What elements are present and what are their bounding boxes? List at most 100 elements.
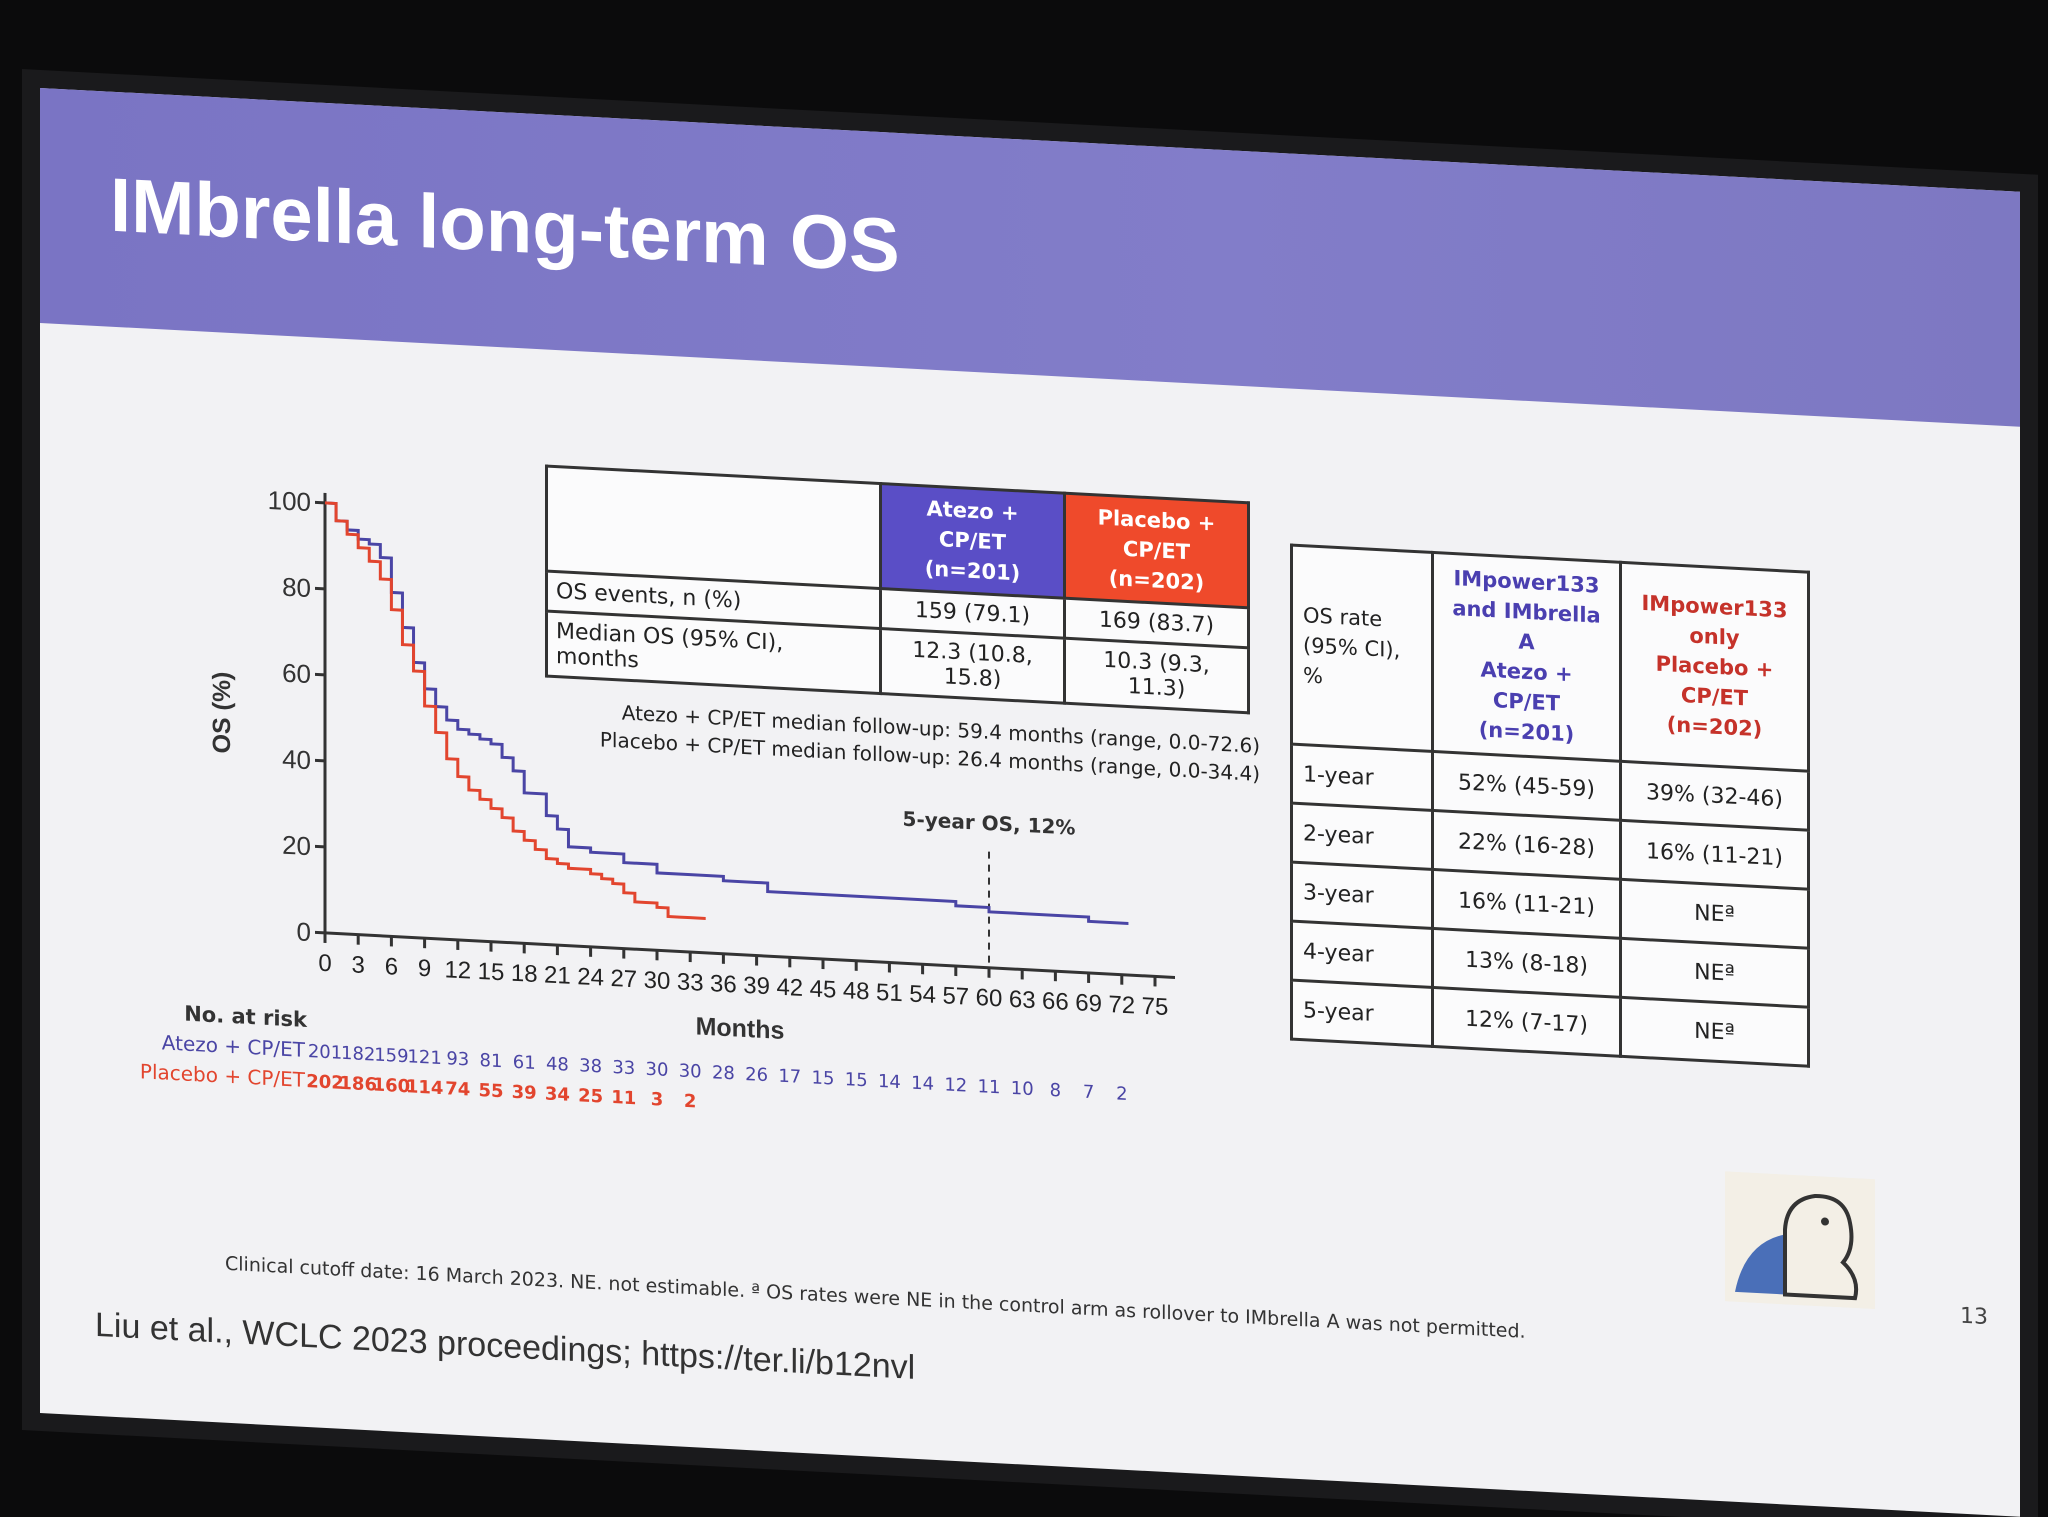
at-risk-placebo-label: Placebo + CP/ET: [140, 1059, 306, 1092]
x-tick-label: 30: [644, 967, 671, 995]
at-risk-atezo-value: 15: [812, 1067, 835, 1089]
cell-value: 16% (11-21): [1432, 869, 1621, 939]
row-label: 2-year: [1291, 803, 1433, 870]
at-risk-atezo-value: 33: [612, 1057, 635, 1079]
rate-header-atezo: IMpower133 and IMbrella A Atezo + CP/ET …: [1432, 552, 1621, 762]
y-tick-label: 100: [268, 485, 311, 517]
cell-value: 16% (11-21): [1620, 820, 1809, 890]
at-risk-atezo-value: 30: [646, 1059, 669, 1081]
y-tick-label: 80: [282, 572, 311, 603]
at-risk-placebo-value: 186: [339, 1073, 377, 1096]
x-tick-label: 54: [909, 981, 936, 1009]
at-risk-atezo-label: Atezo + CP/ET: [162, 1030, 306, 1062]
at-risk-placebo-value: 11: [611, 1087, 636, 1109]
at-risk-atezo-value: 7: [1083, 1082, 1094, 1104]
cell-value: 12.3 (10.8, 15.8): [880, 628, 1065, 704]
at-risk-placebo-value: 160: [373, 1074, 411, 1097]
title-band: IMbrella long-term OS: [40, 88, 2020, 427]
y-tick: [315, 500, 325, 505]
x-tick-label: 3: [352, 951, 365, 979]
at-risk-atezo-value: 93: [446, 1048, 469, 1070]
cell-value: NEª: [1620, 938, 1809, 1008]
summary-table: Atezo + CP/ET (n=201) Placebo + CP/ET (n…: [545, 464, 1250, 715]
at-risk-placebo-value: 2: [684, 1091, 697, 1113]
x-axis-title: Months: [696, 1012, 785, 1045]
at-risk-atezo-value: 11: [978, 1076, 1001, 1098]
y-tick: [315, 672, 325, 677]
x-tick-label: 42: [776, 974, 803, 1002]
at-risk-atezo-value: 30: [679, 1060, 702, 1082]
summary-header-placebo: Placebo + CP/ET (n=202): [1064, 493, 1249, 608]
y-tick-label: 40: [282, 744, 311, 775]
row-label: 4-year: [1291, 921, 1433, 988]
x-tick-label: 69: [1075, 989, 1102, 1017]
at-risk-atezo-value: 38: [579, 1055, 602, 1077]
row-label: 5-year: [1291, 980, 1433, 1047]
at-risk-atezo-value: 8: [1050, 1080, 1061, 1102]
x-tick-label: 21: [544, 961, 571, 989]
x-tick-label: 9: [418, 955, 431, 983]
y-tick: [315, 930, 325, 935]
x-tick-label: 45: [810, 975, 837, 1003]
summary-header-atezo: Atezo + CP/ET (n=201): [880, 483, 1065, 599]
at-risk-placebo-value: 74: [445, 1078, 470, 1100]
at-risk-atezo-value: 2: [1116, 1083, 1127, 1105]
x-tick-label: 60: [976, 984, 1003, 1012]
at-risk-placebo-value: 34: [545, 1083, 570, 1105]
rate-header-label: OS rate (95% CI), %: [1291, 545, 1433, 752]
x-tick-label: 36: [710, 970, 737, 998]
at-risk-atezo-value: 14: [911, 1073, 934, 1095]
cell-value: 10.3 (9.3, 11.3): [1064, 638, 1249, 713]
y-tick: [315, 758, 325, 763]
y-axis-title: OS (%): [208, 671, 236, 754]
y-tick-label: 60: [282, 658, 311, 689]
atezo-curve: [325, 501, 1129, 925]
at-risk-title: No. at risk: [184, 1001, 308, 1032]
y-tick: [315, 586, 325, 591]
x-tick-label: 12: [444, 956, 471, 984]
cell-value: 39% (32-46): [1620, 761, 1809, 831]
at-risk-atezo-value: 28: [712, 1062, 735, 1084]
at-risk-placebo-value: 25: [578, 1085, 603, 1107]
slide-title: IMbrella long-term OS: [110, 162, 900, 290]
at-risk-atezo-value: 159: [374, 1045, 408, 1068]
at-risk-atezo-value: 48: [546, 1054, 569, 1076]
at-risk-placebo-value: 114: [406, 1076, 444, 1099]
x-tick-label: 18: [511, 960, 538, 988]
wave-shape: [1735, 1234, 1785, 1295]
x-tick-label: 15: [478, 958, 505, 986]
cell-value: NEª: [1620, 879, 1809, 949]
page-number: 13: [1960, 1303, 1988, 1331]
at-risk-atezo-value: 15: [845, 1069, 868, 1091]
annotation-label: 5-year OS, 12%: [903, 807, 1076, 840]
at-risk-atezo-value: 14: [878, 1071, 901, 1093]
y-tick: [315, 844, 325, 849]
lion-outline: [1783, 1194, 1859, 1301]
at-risk-atezo-value: 61: [513, 1052, 536, 1074]
cell-value: NEª: [1620, 997, 1809, 1067]
citation: Liu et al., WCLC 2023 proceedings; https…: [95, 1305, 916, 1387]
y-tick-label: 20: [282, 830, 311, 861]
rate-header-row: OS rate (95% CI), % IMpower133 and IMbre…: [1291, 545, 1809, 772]
row-label: 3-year: [1291, 862, 1433, 929]
x-tick-label: 51: [876, 979, 903, 1007]
x-tick-label: 39: [743, 972, 770, 1000]
at-risk-atezo-value: 182: [341, 1043, 375, 1066]
x-tick-label: 75: [1142, 993, 1169, 1021]
at-risk-placebo-value: 55: [478, 1080, 503, 1102]
at-risk-placebo-value: 39: [512, 1082, 537, 1104]
merlion-logo: [1725, 1171, 1875, 1310]
x-tick-label: 63: [1009, 986, 1036, 1014]
x-axis-line: [325, 931, 1175, 979]
at-risk-placebo-value: 3: [651, 1089, 664, 1111]
x-tick-label: 27: [610, 965, 637, 993]
at-risk-atezo-value: 121: [407, 1046, 441, 1069]
at-risk-atezo-value: 26: [745, 1064, 768, 1086]
at-risk-atezo-value: 81: [480, 1050, 503, 1072]
x-tick-label: 66: [1042, 988, 1069, 1016]
at-risk-atezo-value: 12: [944, 1074, 967, 1096]
x-tick-label: 72: [1108, 991, 1135, 1019]
at-risk-placebo-value: 202: [306, 1071, 344, 1094]
rate-header-placebo: IMpower133 only Placebo + CP/ET (n=202): [1620, 562, 1809, 772]
